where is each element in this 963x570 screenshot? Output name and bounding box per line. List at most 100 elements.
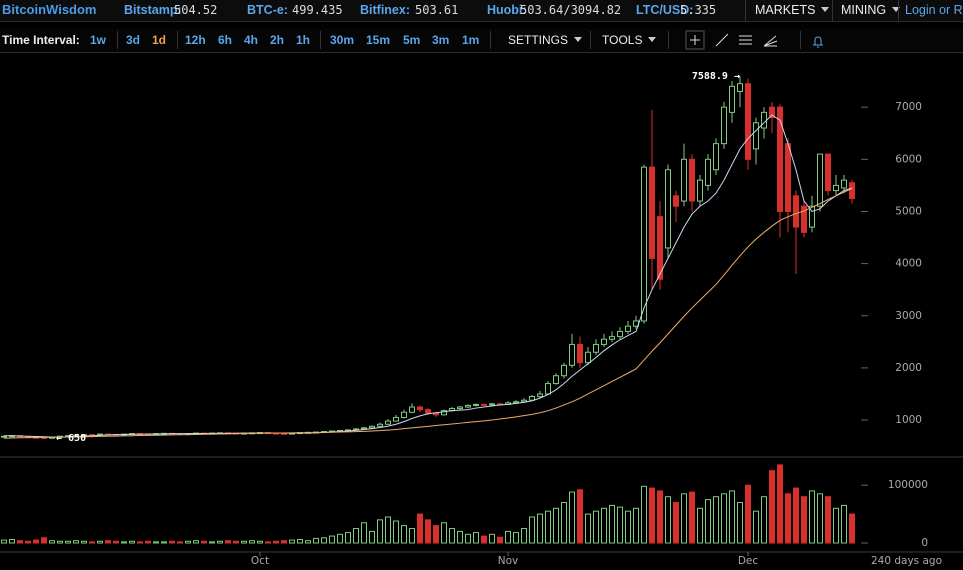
line-icon[interactable]: [715, 33, 729, 47]
volume-bar: [401, 525, 407, 544]
volume-bar: [121, 541, 127, 544]
interval-button[interactable]: 1w: [90, 33, 107, 47]
menu[interactable]: MARKETS: [755, 0, 829, 20]
candle-body: [617, 330, 623, 338]
candle-body: [729, 85, 735, 113]
volume-bar: [417, 513, 423, 544]
volume-bar: [833, 507, 839, 544]
volume-bar: [449, 528, 455, 544]
candle-body: [641, 166, 647, 322]
ticker-label[interactable]: Bitstamp:: [124, 3, 182, 17]
login-link[interactable]: Login or R: [905, 3, 963, 17]
separator: [745, 0, 746, 21]
crosshair-button[interactable]: [685, 30, 705, 50]
candle-body: [609, 336, 615, 340]
volume-tick-label: 0: [921, 537, 928, 549]
separator: [832, 0, 833, 21]
ticker-value: 499.435: [292, 3, 343, 17]
ticker-label[interactable]: Bitfinex:: [360, 3, 410, 17]
interval-button[interactable]: 3m: [432, 33, 450, 47]
volume-bar: [657, 490, 663, 544]
volume-bar: [633, 507, 639, 544]
candle-body: [657, 216, 663, 280]
interval-button[interactable]: 3d: [126, 33, 141, 47]
interval-button[interactable]: 30m: [330, 33, 355, 47]
candle-body: [473, 403, 479, 406]
volume-bar: [553, 507, 559, 544]
interval-button[interactable]: 12h: [185, 33, 206, 47]
ticker-label[interactable]: LTC/USD:: [636, 3, 694, 17]
volume-bar: [265, 541, 271, 544]
interval-button[interactable]: 1d: [152, 33, 167, 47]
volume-bar: [289, 539, 295, 544]
volume-bar: [697, 507, 703, 544]
volume-bar: [281, 540, 287, 544]
ticker-label[interactable]: BTC-e:: [247, 3, 288, 17]
settings-menu[interactable]: SETTINGS: [508, 28, 582, 52]
separator: [117, 31, 118, 49]
fan-icon[interactable]: [763, 35, 778, 47]
volume-bar: [17, 540, 23, 544]
volume-bar: [65, 540, 71, 544]
volume-bar: [49, 540, 55, 544]
candle-body: [393, 416, 399, 422]
candle-body: [849, 182, 855, 199]
candle-body: [697, 179, 703, 202]
candle-body: [721, 106, 727, 145]
menu[interactable]: MINING: [841, 0, 900, 20]
volume-bar: [177, 541, 183, 544]
volume-bar: [481, 535, 487, 544]
alert-icon[interactable]: [813, 36, 823, 48]
volume-bar: [393, 520, 399, 544]
candle-body: [753, 122, 759, 150]
interval-button[interactable]: 6h: [218, 33, 233, 47]
volume-bar: [33, 539, 39, 544]
volume-bar: [753, 510, 759, 544]
low-annotation: ← 650: [56, 433, 86, 444]
volume-bar: [169, 540, 175, 544]
interval-button[interactable]: 15m: [366, 33, 391, 47]
candle-body: [441, 410, 447, 416]
interval-button[interactable]: 5m: [403, 33, 421, 47]
volume-bar: [721, 493, 727, 544]
brand[interactable]: BitcoinWisdom: [2, 2, 97, 17]
volume-bar: [193, 540, 199, 544]
volume-bar: [217, 540, 223, 544]
y-tick-label: 2000: [895, 362, 922, 374]
candle-body: [817, 153, 823, 207]
volume-bar: [649, 487, 655, 544]
volume-bar: [817, 493, 823, 544]
volume-bar: [313, 537, 319, 544]
volume-bar: [737, 502, 743, 544]
interval-button[interactable]: 1h: [296, 33, 311, 47]
volume-bar: [569, 491, 575, 544]
candle-body: [577, 343, 583, 364]
volume-bar: [257, 540, 263, 544]
interval-button[interactable]: 1m: [462, 33, 480, 47]
candle-body: [481, 403, 487, 406]
interval-button[interactable]: 4h: [244, 33, 259, 47]
interval-button[interactable]: 2h: [270, 33, 285, 47]
volume-bar: [849, 513, 855, 544]
tools-menu[interactable]: TOOLS: [602, 28, 656, 52]
candle-body: [673, 195, 679, 207]
candle-body: [761, 111, 767, 129]
candle-body: [561, 364, 567, 377]
x-tick-label: Dec: [738, 555, 759, 567]
y-tick-label: 4000: [895, 258, 922, 270]
volume-bar: [1, 539, 7, 544]
volume-bar: [457, 530, 463, 544]
candle-body: [377, 423, 383, 427]
hlines-icon[interactable]: [739, 35, 752, 45]
volume-bar: [537, 513, 543, 544]
candle-body: [361, 427, 367, 430]
volume-bar: [137, 541, 143, 544]
volume-bar: [57, 540, 63, 544]
candle-body: [425, 409, 431, 414]
ticker-label[interactable]: Huobi:: [487, 3, 527, 17]
crosshair-icon: [690, 35, 700, 45]
top-bar: BitcoinWisdom MARKETS MINING Login or R …: [0, 0, 963, 22]
candle-body: [833, 184, 839, 192]
